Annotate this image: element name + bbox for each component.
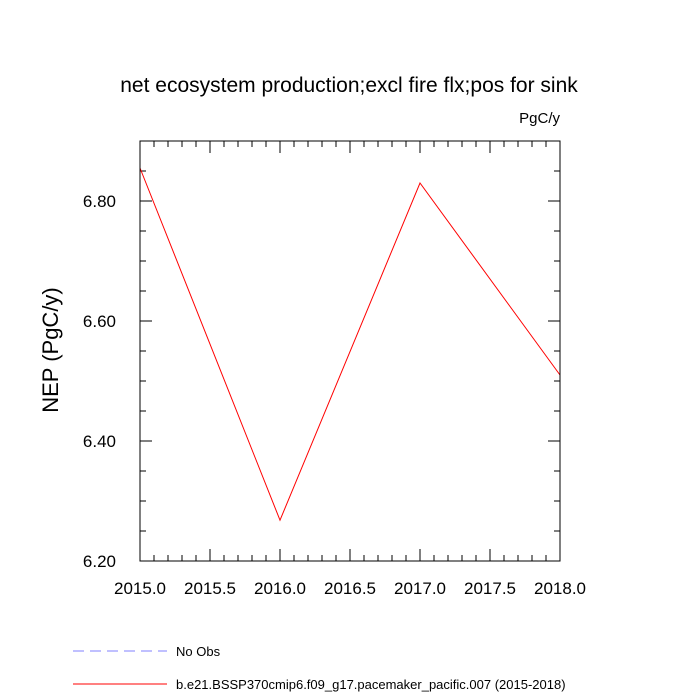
y-tick-label: 6.80 [83, 192, 116, 211]
axis-tick-labels: 2015.0 2015.5 2016.0 2016.5 2017.0 2017.5 2018… [83, 192, 586, 598]
x-tick-label: 2016.0 [254, 579, 306, 598]
legend-label: b.e21.BSSP370cmip6.f09_g17.pacemaker_pac… [176, 677, 566, 692]
chart-title: net ecosystem production;excl fire flx;p… [120, 74, 578, 97]
y-axis-label: NEP (PgC/y) [38, 287, 63, 413]
y-tick-label: 6.20 [83, 552, 116, 571]
x-tick-label: 2015.0 [114, 579, 166, 598]
x-tick-label: 2017.5 [464, 579, 516, 598]
data-series [139, 167, 561, 522]
y-tick-label: 6.40 [83, 432, 116, 451]
x-tick-label: 2017.0 [394, 579, 446, 598]
y-tick-label: 6.60 [83, 312, 116, 331]
plot-frame [139, 140, 561, 562]
units-label: PgC/y [519, 110, 560, 127]
x-tick-label: 2016.5 [324, 579, 376, 598]
x-tick-label: 2015.5 [184, 579, 236, 598]
legend: No Obs b.e21.BSSP370cmip6.f09_g17.pacemak… [73, 644, 566, 692]
x-tick-label: 2018.0 [534, 579, 586, 598]
legend-label: No Obs [176, 644, 221, 659]
series-line [139, 167, 561, 522]
